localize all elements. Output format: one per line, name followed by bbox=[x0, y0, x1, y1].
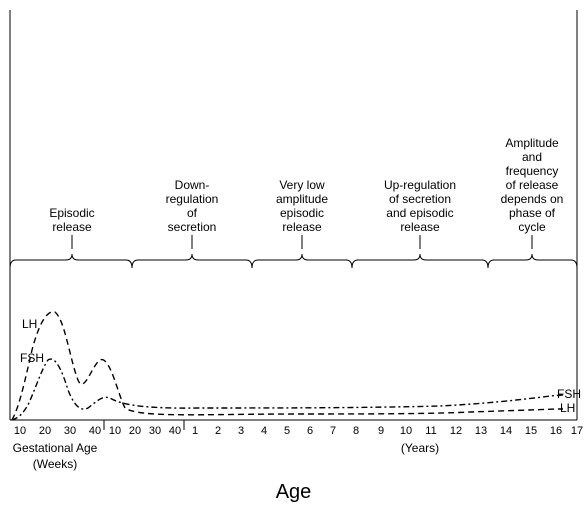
year-tick-9: 6 bbox=[307, 425, 313, 437]
phase-label-1: regulation bbox=[166, 192, 219, 206]
x-axis-title: Age bbox=[276, 481, 312, 503]
lh-curve bbox=[12, 312, 563, 420]
year-tick-7: 4 bbox=[261, 425, 267, 437]
phase-label-1: of bbox=[187, 206, 198, 220]
year-tick-19: 16 bbox=[550, 425, 562, 437]
year-tick-17: 14 bbox=[500, 425, 512, 437]
year-tick-13: 10 bbox=[400, 425, 412, 437]
year-tick-8: 5 bbox=[284, 425, 290, 437]
axis-group-label-1: (Weeks) bbox=[33, 457, 77, 471]
gest-tick-3: 40 bbox=[89, 425, 101, 437]
phase-label-3: of secretion bbox=[389, 192, 451, 206]
phase-label-2: episodic bbox=[280, 206, 324, 220]
phase-label-2: Very low bbox=[279, 178, 325, 192]
phase-label-4: and bbox=[522, 150, 542, 164]
year-tick-2: 30 bbox=[149, 425, 161, 437]
fsh-label-left: FSH bbox=[20, 351, 44, 365]
year-tick-0: 10 bbox=[109, 425, 121, 437]
phase-label-1: secretion bbox=[168, 220, 217, 234]
phase-label-0: Episodic bbox=[49, 206, 94, 220]
year-tick-20: 17 bbox=[571, 425, 583, 437]
year-tick-15: 12 bbox=[450, 425, 462, 437]
phase-label-4: depends on bbox=[501, 192, 564, 206]
phase-label-1: Down- bbox=[175, 178, 210, 192]
year-tick-12: 9 bbox=[378, 425, 384, 437]
year-tick-5: 2 bbox=[215, 425, 221, 437]
axis-group-label-2: (Years) bbox=[401, 441, 439, 455]
lh-label-right: LH bbox=[560, 401, 575, 415]
year-tick-11: 8 bbox=[353, 425, 359, 437]
phase-label-3: release bbox=[400, 220, 440, 234]
phase-label-4: Amplitude bbox=[505, 136, 559, 150]
gest-tick-2: 30 bbox=[64, 425, 76, 437]
year-tick-10: 7 bbox=[330, 425, 336, 437]
year-tick-3: 40 bbox=[169, 425, 181, 437]
gest-tick-1: 20 bbox=[39, 425, 51, 437]
phase-label-3: and episodic bbox=[386, 206, 453, 220]
lh-label-left: LH bbox=[22, 317, 37, 331]
phase-label-2: release bbox=[282, 220, 322, 234]
year-tick-4: 1 bbox=[192, 425, 198, 437]
axis-group-label-0: Gestational Age bbox=[13, 441, 98, 455]
phase-label-3: Up-regulation bbox=[384, 178, 456, 192]
year-tick-6: 3 bbox=[238, 425, 244, 437]
year-tick-14: 11 bbox=[425, 425, 436, 437]
phase-label-0: release bbox=[52, 220, 92, 234]
year-tick-16: 13 bbox=[475, 425, 487, 437]
year-tick-1: 20 bbox=[129, 425, 141, 437]
year-tick-18: 15 bbox=[525, 425, 537, 437]
phase-label-4: phase of bbox=[509, 206, 556, 220]
phase-brackets bbox=[10, 254, 577, 268]
fsh-label-right: FSH bbox=[557, 387, 581, 401]
phase-label-4: of release bbox=[506, 178, 559, 192]
phase-label-4: cycle bbox=[518, 220, 546, 234]
gest-tick-0: 10 bbox=[14, 425, 26, 437]
phase-label-2: amplitude bbox=[276, 192, 328, 206]
fsh-curve bbox=[12, 359, 563, 420]
phase-label-4: frequency bbox=[506, 164, 559, 178]
